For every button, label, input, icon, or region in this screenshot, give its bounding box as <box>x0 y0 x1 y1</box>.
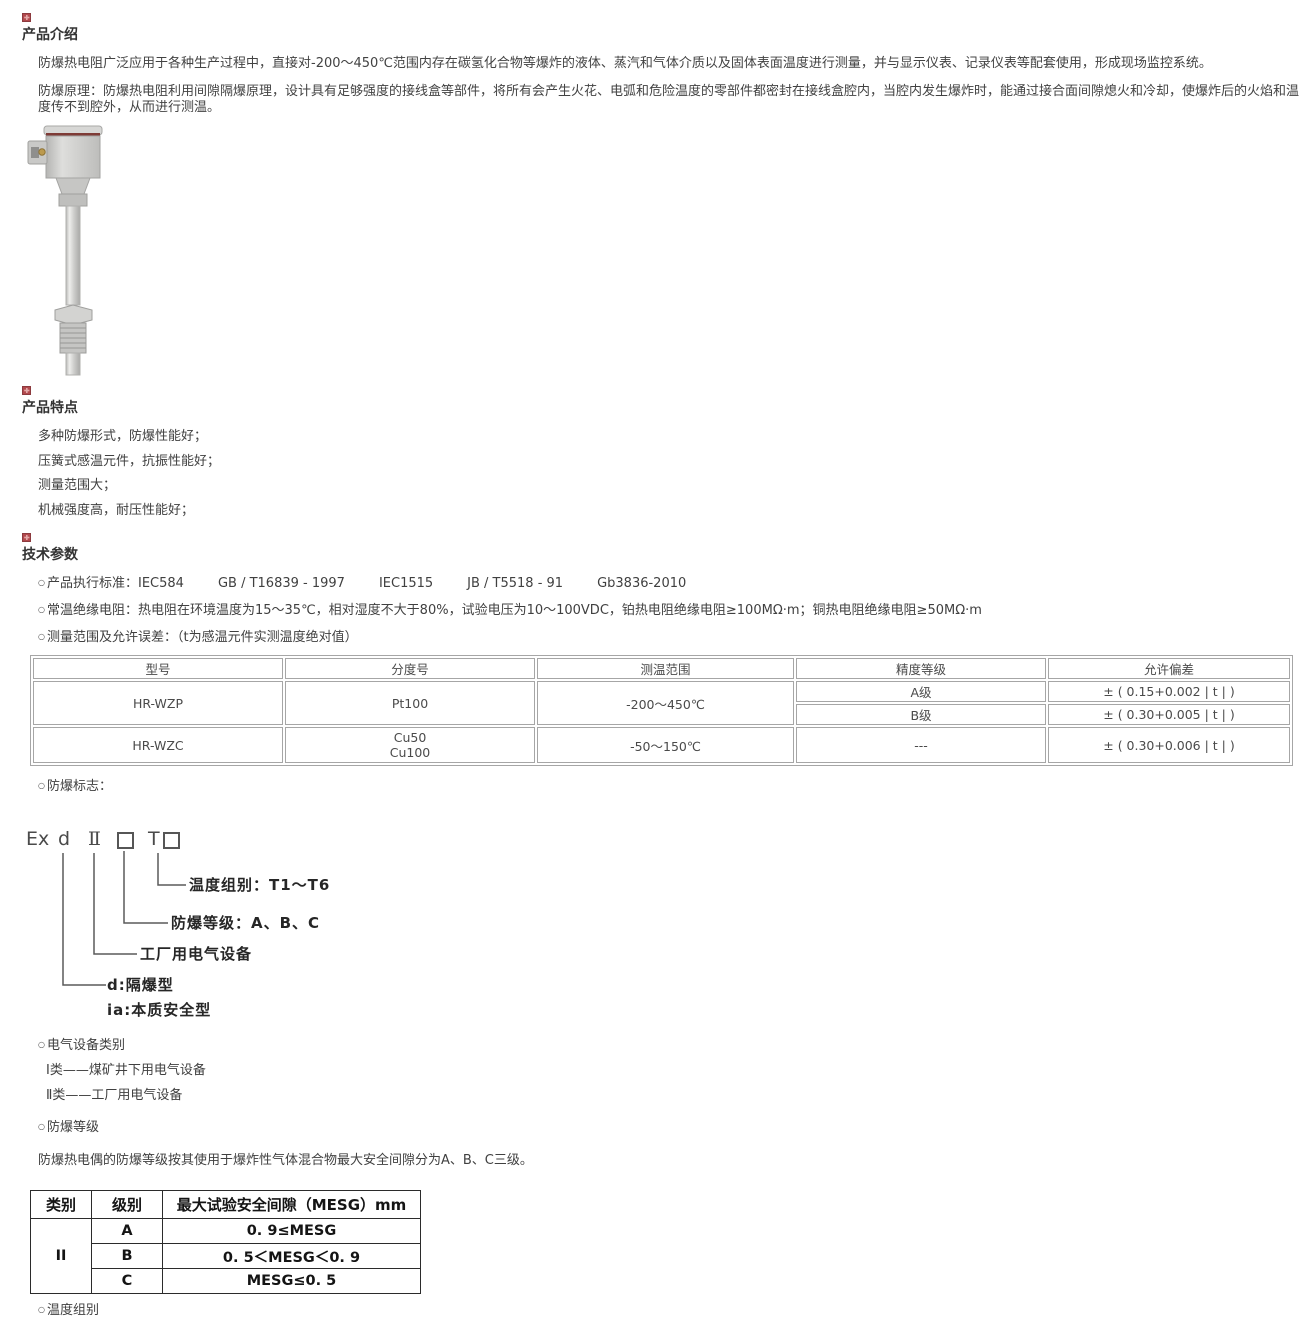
broken-image-icon <box>22 533 31 542</box>
mesg-grade-cell: A <box>91 1218 163 1244</box>
circle-bullet: ○ <box>38 578 45 587</box>
marking-code-ii: Ⅱ <box>88 828 101 850</box>
cell-deviation: ± ( 0.30+0.006 | t | ) <box>1048 727 1290 763</box>
marking-code-ex: Ex <box>26 828 50 850</box>
circle-bullet: ○ <box>38 632 45 641</box>
diagram-connector-lines <box>62 851 186 986</box>
standard-item: IEC1515 <box>378 576 434 591</box>
broken-image-icon <box>22 386 31 395</box>
category-item-1: Ⅰ类——煤矿井下用电气设备 <box>46 1063 206 1078</box>
mesg-grade-cell: B <box>91 1243 163 1269</box>
mesg-value-cell: 0. 9≤MESG <box>162 1218 421 1244</box>
circle-bullet: ○ <box>38 781 45 790</box>
cell-grade: B级 <box>796 704 1046 725</box>
intro-paragraph-1: 防爆热电阻广泛应用于各种生产过程中，直接对-200～450℃范围内存在碳氢化合物… <box>38 56 1212 71</box>
product-image <box>26 124 1316 376</box>
standard-item: JB / T5518 - 91 <box>467 576 564 591</box>
standard-item: Gb3836-2010 <box>597 576 687 591</box>
cell-deviation: ± ( 0.15+0.002 | t | ) <box>1048 681 1290 702</box>
marking-code-d: d <box>58 828 71 850</box>
grade-label-line: ○ 防爆等级 <box>38 1114 1316 1140</box>
circle-bullet: ○ <box>38 1305 45 1314</box>
table-row-wzc: HR-WZC Cu50 Cu100 -50～150℃ --- ± ( 0.30+… <box>33 727 1290 763</box>
callout-d-type: d:隔爆型 <box>107 976 174 994</box>
spec-table: 型号 分度号 测温范围 精度等级 允许偏差 HR-WZP Pt100 -200～… <box>30 655 1293 766</box>
cell-model: HR-WZP <box>33 681 283 725</box>
mesg-col-gap: 最大试验安全间隙（MESG）mm <box>162 1190 421 1219</box>
standard-item: GB / T16839 - 1997 <box>217 576 345 591</box>
table-row-wzp-a: HR-WZP Pt100 -200～450℃ A级 ± ( 0.15+0.002… <box>33 681 1290 725</box>
cell-graduation: Cu50 Cu100 <box>285 727 535 763</box>
mesg-col-category: 类别 <box>30 1190 92 1219</box>
mesg-row-a: II A 0. 9≤MESG <box>30 1218 421 1294</box>
callout-ia-type: ia:本质安全型 <box>107 1001 212 1019</box>
cell-grade: --- <box>796 727 1046 763</box>
feature-item: 机械强度高，耐压性能好； <box>38 502 195 518</box>
section-title-intro: 产品介绍 <box>22 27 78 43</box>
temp-group-label-line: ○ 温度组别 <box>38 1300 1316 1321</box>
mesg-col-grade: 级别 <box>91 1190 163 1219</box>
section-title-features: 产品特点 <box>22 400 78 416</box>
range-note-text: 测量范围及允许误差：（t为感温元件实测温度绝对值） <box>46 630 358 645</box>
cell-model: HR-WZC <box>33 727 283 763</box>
mesg-value-cell: MESG≤0. 5 <box>162 1268 421 1294</box>
feature-item: 测量范围大； <box>38 478 117 493</box>
feature-item: 压簧式感温元件，抗振性能好； <box>38 453 221 469</box>
marking-placeholder-box <box>117 832 134 849</box>
mesg-header-row: 类别 级别 最大试验安全间隙（MESG）mm <box>30 1190 421 1219</box>
mesg-grade-cell: C <box>91 1268 163 1294</box>
intro-paragraph-2: 防爆原理：防爆热电阻利用间隙隔爆原理，设计具有足够强度的接线盒等部件，将所有会产… <box>38 84 1300 115</box>
thermal-resistance-sensor-illustration <box>27 125 103 376</box>
cell-range: -50～150℃ <box>537 727 794 763</box>
marking-label: 防爆标志： <box>46 779 112 794</box>
category-item-2: Ⅱ类——工厂用电气设备 <box>46 1088 183 1103</box>
spec-table-header-row: 型号 分度号 测温范围 精度等级 允许偏差 <box>33 658 1290 679</box>
col-header-deviation: 允许偏差 <box>1048 658 1290 679</box>
grade-label: 防爆等级 <box>46 1120 99 1135</box>
feature-list: 多种防爆形式，防爆性能好； 压簧式感温元件，抗振性能好； 测量范围大； 机械强度… <box>38 425 1316 523</box>
callout-factory-equipment: 工厂用电气设备 <box>140 945 253 963</box>
temp-group-label: 温度组别 <box>46 1303 99 1318</box>
cell-deviation: ± ( 0.30+0.005 | t | ) <box>1048 704 1290 725</box>
table-row-wzp-b: B级 ± ( 0.30+0.005 | t | ) <box>33 704 1290 725</box>
marking-label-line: ○ 防爆标志： <box>38 774 1316 799</box>
section-title-tech: 技术参数 <box>22 547 78 563</box>
cell-grade: A级 <box>796 681 1046 702</box>
col-header-grade: 精度等级 <box>796 658 1046 679</box>
categories-label: 电气设备类别 <box>46 1038 125 1053</box>
categories-label-line: ○ 电气设备类别 <box>38 1032 1316 1058</box>
col-header-graduation: 分度号 <box>285 658 535 679</box>
callout-explosion-grade: 防爆等级：A、B、C <box>171 914 321 932</box>
marking-diagram: Ex d Ⅱ T 温度组别：T1～T6 防爆等级：A、B、C 工厂用电气设备 d… <box>22 821 1316 1026</box>
circle-bullet: ○ <box>38 605 45 614</box>
spec-standards-line: ○ 产品执行标准：IEC584 GB / T16839 - 1997 IEC1515 J… <box>38 570 1316 597</box>
mesg-value-cell: 0. 5＜MESG＜0. 9 <box>162 1243 421 1269</box>
grade-description: 防爆热电偶的防爆等级按其使用于爆炸性气体混合物最大安全间隙分为A、B、C三级。 <box>38 1153 533 1168</box>
cell-range: -200～450℃ <box>537 681 794 725</box>
mesg-category-cell: II <box>30 1218 92 1294</box>
standards-label: 产品执行标准： <box>46 576 138 591</box>
cell-graduation: Pt100 <box>285 681 535 725</box>
insulation-text: 常温绝缘电阻：热电阻在环境温度为15～35℃，相对湿度不大于80%，试验电压为1… <box>46 603 982 618</box>
callout-temp-group: 温度组别：T1～T6 <box>189 876 331 894</box>
marking-placeholder-box <box>163 832 180 849</box>
feature-item: 多种防爆形式，防爆性能好； <box>38 429 208 444</box>
col-header-model: 型号 <box>33 658 283 679</box>
mesg-table: 类别 级别 最大试验安全间隙（MESG）mm II A 0. 9≤MESG B … <box>30 1190 421 1294</box>
col-header-range: 测温范围 <box>537 658 794 679</box>
circle-bullet: ○ <box>38 1040 45 1049</box>
spec-insulation-line: ○ 常温绝缘电阻：热电阻在环境温度为15～35℃，相对湿度不大于80%，试验电压为… <box>38 597 1316 624</box>
circle-bullet: ○ <box>38 1122 45 1131</box>
marking-code-t: T <box>148 828 160 850</box>
broken-image-icon <box>22 13 31 22</box>
standard-item: IEC584 <box>138 576 184 591</box>
spec-range-line: ○ 测量范围及允许误差：（t为感温元件实测温度绝对值） <box>38 624 1316 651</box>
